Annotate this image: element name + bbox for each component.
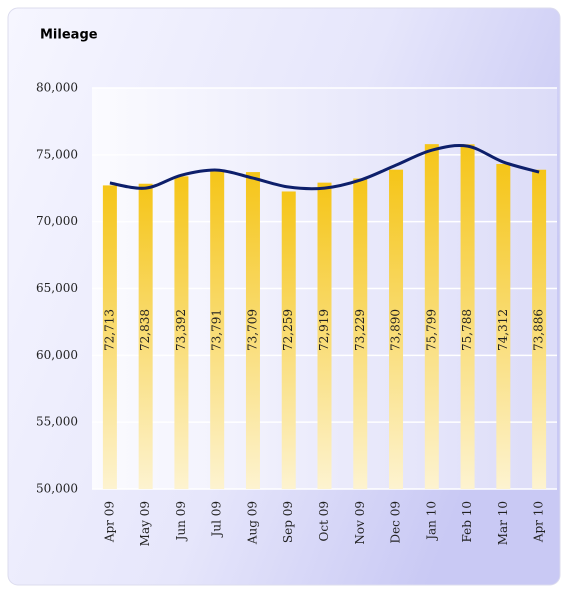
- value-label: 75,788: [460, 309, 474, 351]
- bar: [281, 191, 296, 489]
- x-tick-label: May 09: [138, 501, 152, 546]
- value-label: 73,791: [210, 309, 224, 351]
- bar: [460, 144, 475, 489]
- y-tick-label: 80,000: [36, 81, 78, 95]
- x-tick-label: Jun 09: [174, 501, 188, 542]
- y-tick-label: 70,000: [36, 214, 78, 228]
- bar: [353, 178, 368, 489]
- y-tick-label: 60,000: [36, 348, 78, 362]
- value-label: 75,799: [424, 309, 438, 351]
- chart-title: Mileage: [40, 28, 98, 43]
- bar: [424, 144, 439, 489]
- y-tick-label: 55,000: [36, 415, 78, 429]
- x-tick-label: Apr 10: [532, 501, 546, 543]
- value-label: 72,838: [138, 309, 152, 351]
- y-tick-label: 75,000: [36, 147, 78, 161]
- value-label: 73,886: [532, 309, 546, 351]
- value-label: 73,392: [174, 309, 188, 351]
- bar: [210, 170, 225, 489]
- trend-line: [109, 143, 540, 191]
- y-tick-label: 50,000: [36, 482, 78, 496]
- bar: [174, 176, 189, 489]
- x-tick-label: Apr 09: [102, 501, 116, 543]
- value-label: 74,312: [496, 309, 510, 351]
- bar: [532, 169, 547, 489]
- value-label: 73,890: [389, 309, 403, 351]
- bar: [496, 164, 511, 489]
- value-label: 72,713: [102, 309, 116, 351]
- bar: [245, 172, 260, 489]
- bar: [389, 169, 404, 489]
- x-tick-label: Jul 09: [210, 501, 224, 538]
- x-tick-label: Dec 09: [389, 501, 403, 544]
- x-tick-label: Jan 10: [424, 501, 438, 542]
- y-tick-label: 65,000: [36, 281, 78, 295]
- x-tick-label: Aug 09: [245, 501, 259, 545]
- bar: [138, 183, 153, 490]
- x-tick-label: Mar 10: [496, 501, 510, 545]
- x-tick-label: Oct 09: [317, 501, 331, 541]
- x-tick-label: Feb 10: [460, 501, 474, 543]
- value-label: 72,259: [281, 309, 295, 351]
- x-tick-label: Sep 09: [281, 501, 295, 543]
- value-label: 72,919: [317, 309, 331, 351]
- value-label: 73,709: [245, 309, 259, 351]
- value-label: 73,229: [353, 309, 367, 351]
- x-tick-label: Nov 09: [353, 501, 367, 545]
- bar: [317, 182, 332, 490]
- bar: [102, 185, 117, 489]
